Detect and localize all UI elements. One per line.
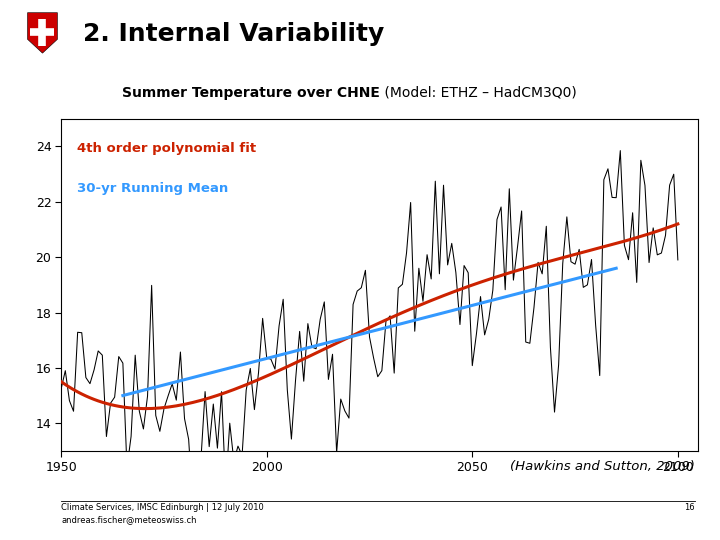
Text: (Hawkins and Sutton, 2009): (Hawkins and Sutton, 2009) bbox=[510, 460, 695, 473]
Text: 2. Internal Variability: 2. Internal Variability bbox=[83, 22, 384, 45]
Text: 4th order polynomial fit: 4th order polynomial fit bbox=[77, 142, 256, 155]
Text: Summer Temperature over CHNE: Summer Temperature over CHNE bbox=[122, 86, 380, 100]
Text: (Model: ETHZ – HadCM3Q0): (Model: ETHZ – HadCM3Q0) bbox=[380, 86, 577, 100]
Text: 16: 16 bbox=[684, 503, 695, 512]
Text: 30-yr Running Mean: 30-yr Running Mean bbox=[77, 182, 228, 195]
Text: Climate Services, IMSC Edinburgh | 12 July 2010
andreas.fischer@meteoswiss.ch: Climate Services, IMSC Edinburgh | 12 Ju… bbox=[61, 503, 264, 524]
Polygon shape bbox=[27, 13, 58, 53]
